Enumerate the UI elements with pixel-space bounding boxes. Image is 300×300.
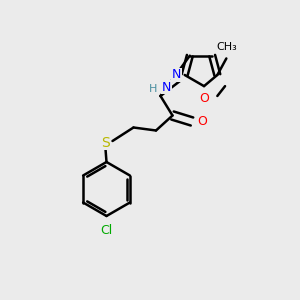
Text: CH₃: CH₃	[216, 43, 237, 52]
Text: Cl: Cl	[100, 224, 112, 236]
Text: O: O	[199, 92, 209, 104]
Text: H: H	[148, 84, 157, 94]
Text: O: O	[197, 115, 207, 128]
Text: N: N	[172, 68, 181, 82]
Text: N: N	[162, 81, 171, 94]
Text: S: S	[100, 136, 109, 149]
